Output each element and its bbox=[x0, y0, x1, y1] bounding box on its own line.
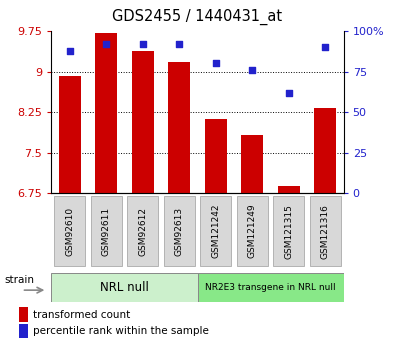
Bar bbox=[314, 108, 336, 193]
Bar bbox=[273, 196, 305, 266]
Text: GSM92613: GSM92613 bbox=[175, 207, 184, 256]
Bar bbox=[95, 33, 117, 193]
Bar bbox=[168, 62, 190, 193]
Point bbox=[139, 41, 146, 47]
Text: strain: strain bbox=[4, 275, 34, 285]
Text: GSM92610: GSM92610 bbox=[65, 207, 74, 256]
Bar bbox=[278, 186, 300, 193]
Text: NRL null: NRL null bbox=[100, 281, 149, 294]
Text: percentile rank within the sample: percentile rank within the sample bbox=[33, 326, 209, 336]
Point bbox=[249, 67, 256, 73]
Bar bbox=[59, 76, 81, 193]
Bar bbox=[237, 196, 268, 266]
Text: NR2E3 transgene in NRL null: NR2E3 transgene in NRL null bbox=[205, 283, 336, 292]
Point bbox=[213, 61, 219, 66]
Bar bbox=[51, 273, 198, 302]
Point bbox=[322, 45, 329, 50]
Text: GSM121242: GSM121242 bbox=[211, 204, 220, 258]
Text: GSM121316: GSM121316 bbox=[321, 204, 330, 259]
Bar bbox=[241, 135, 263, 193]
Bar bbox=[90, 196, 122, 266]
Text: GSM121315: GSM121315 bbox=[284, 204, 293, 259]
Bar bbox=[132, 51, 154, 193]
Point bbox=[286, 90, 292, 96]
Point bbox=[66, 48, 73, 53]
Bar bbox=[54, 196, 85, 266]
Text: GSM92611: GSM92611 bbox=[102, 207, 111, 256]
Bar bbox=[19, 324, 28, 338]
Point bbox=[103, 41, 109, 47]
Bar bbox=[200, 196, 231, 266]
Text: GSM92612: GSM92612 bbox=[138, 207, 147, 256]
Point bbox=[176, 41, 182, 47]
Bar bbox=[19, 307, 28, 322]
Bar bbox=[198, 273, 344, 302]
Text: transformed count: transformed count bbox=[33, 310, 130, 319]
Bar bbox=[310, 196, 341, 266]
Bar bbox=[127, 196, 158, 266]
Text: GSM121249: GSM121249 bbox=[248, 204, 257, 258]
Text: GDS2455 / 1440431_at: GDS2455 / 1440431_at bbox=[113, 9, 282, 25]
Bar bbox=[205, 119, 227, 193]
Bar bbox=[164, 196, 195, 266]
